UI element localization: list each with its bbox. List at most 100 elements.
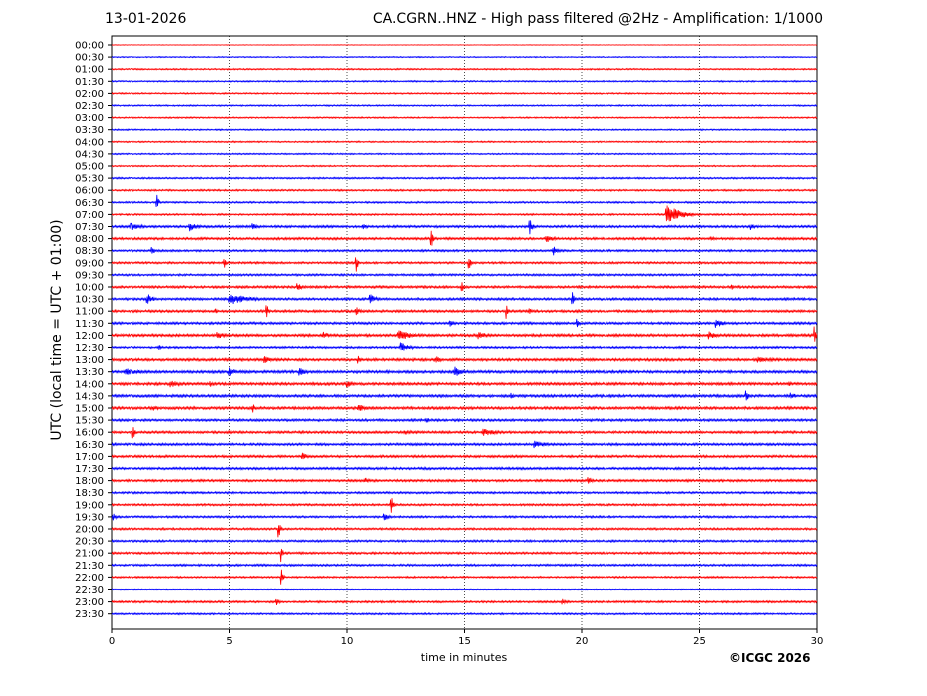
trace-0600	[111, 188, 818, 193]
trace-0730	[111, 220, 818, 235]
y-tick-label: 04:00	[75, 137, 104, 148]
y-tick-label: 05:30	[75, 174, 104, 185]
y-tick-label: 13:00	[75, 355, 104, 366]
trace-1330	[111, 366, 818, 376]
y-tick-label: 10:30	[75, 295, 104, 306]
y-tick-label: 13:30	[75, 367, 104, 378]
trace-0500	[111, 164, 818, 168]
trace-0530	[111, 176, 818, 180]
y-tick-label: 23:00	[75, 597, 104, 608]
y-tick-label: 08:30	[75, 246, 104, 257]
trace-0700	[111, 205, 818, 222]
y-tick-label: 14:30	[75, 391, 104, 402]
trace-2300	[111, 598, 818, 606]
y-tick-label: 03:00	[75, 113, 104, 124]
trace-0630	[111, 194, 818, 208]
y-tick-label: 22:00	[75, 573, 104, 584]
chart-date: 13-01-2026	[105, 11, 187, 27]
y-tick-label: 16:00	[75, 428, 104, 439]
y-tick-label: 08:00	[75, 234, 104, 245]
y-tick-label: 18:00	[75, 476, 104, 487]
trace-2200	[111, 569, 818, 585]
trace-0830	[111, 246, 818, 256]
y-tick-label: 22:30	[75, 585, 104, 596]
trace-1830	[111, 490, 818, 495]
trace-1300	[111, 355, 818, 364]
trace-1930	[111, 513, 818, 521]
trace-1100	[111, 305, 818, 319]
x-tick-label: 20	[576, 636, 589, 647]
trace-1900	[111, 498, 818, 513]
trace-0900	[111, 257, 818, 272]
x-tick-label: 30	[811, 636, 824, 647]
y-tick-label: 19:00	[75, 500, 104, 511]
trace-2030	[111, 538, 818, 544]
trace-2330	[111, 611, 818, 616]
trace-0100	[111, 67, 818, 71]
y-tick-label: 20:30	[75, 537, 104, 548]
trace-1030	[111, 292, 818, 305]
trace-1400	[111, 380, 818, 388]
y-tick-label: 21:00	[75, 549, 104, 560]
trace-0130	[111, 79, 818, 83]
y-tick-label: 21:30	[75, 561, 104, 572]
y-tick-label: 15:00	[75, 404, 104, 415]
y-tick-label: 01:30	[75, 77, 104, 88]
x-tick-label: 25	[693, 636, 706, 647]
trace-0230	[111, 103, 818, 108]
x-tick-label: 15	[458, 636, 471, 647]
copyright-label: ©ICGC 2026	[729, 651, 811, 665]
chart-title: CA.CGRN..HNZ - High pass filtered @2Hz -…	[372, 11, 823, 27]
y-tick-label: 11:30	[75, 319, 104, 330]
y-tick-label: 10:00	[75, 283, 104, 294]
y-tick-label: 00:30	[75, 53, 104, 64]
y-tick-label: 17:00	[75, 452, 104, 463]
trace-1600	[111, 427, 818, 439]
trace-0330	[111, 128, 818, 132]
trace-1430	[111, 390, 818, 401]
y-tick-label: 00:00	[75, 41, 104, 52]
y-tick-label: 18:30	[75, 488, 104, 499]
y-tick-label: 02:00	[75, 89, 104, 100]
x-tick-label: 10	[341, 636, 354, 647]
y-tick-label: 19:30	[75, 512, 104, 523]
y-tick-label: 16:30	[75, 440, 104, 451]
y-tick-label: 06:00	[75, 186, 104, 197]
trace-2100	[111, 548, 818, 563]
trace-1130	[111, 318, 818, 328]
y-tick-label: 12:30	[75, 343, 104, 354]
trace-1500	[111, 404, 818, 413]
trace-1800	[111, 477, 818, 484]
trace-0000	[111, 44, 818, 46]
trace-1730	[111, 466, 818, 471]
trace-0800	[111, 230, 818, 246]
y-tick-label: 02:30	[75, 101, 104, 112]
trace-2230	[111, 588, 818, 591]
y-tick-label: 09:30	[75, 270, 104, 281]
y-tick-label: 05:00	[75, 162, 104, 173]
trace-1200	[111, 326, 818, 342]
trace-0030	[111, 55, 818, 59]
trace-1000	[111, 282, 818, 292]
x-tick-label: 0	[109, 636, 115, 647]
trace-1230	[111, 342, 818, 351]
trace-2130	[111, 563, 818, 568]
y-tick-label: 07:30	[75, 222, 104, 233]
x-axis-label: time in minutes	[420, 651, 508, 664]
trace-0300	[111, 116, 818, 120]
y-tick-label: 15:30	[75, 416, 104, 427]
y-tick-label: 07:00	[75, 210, 104, 221]
trace-0930	[111, 272, 818, 277]
y-tick-label: 06:30	[75, 198, 104, 209]
trace-1630	[111, 440, 818, 449]
y-tick-label: 20:00	[75, 525, 104, 536]
trace-1530	[111, 417, 818, 423]
trace-2000	[111, 525, 818, 538]
y-tick-label: 23:30	[75, 609, 104, 620]
y-tick-label: 17:30	[75, 464, 104, 475]
y-tick-label: 01:00	[75, 65, 104, 76]
y-tick-label: 12:00	[75, 331, 104, 342]
y-tick-label: 04:30	[75, 149, 104, 160]
y-tick-label: 09:00	[75, 258, 104, 269]
